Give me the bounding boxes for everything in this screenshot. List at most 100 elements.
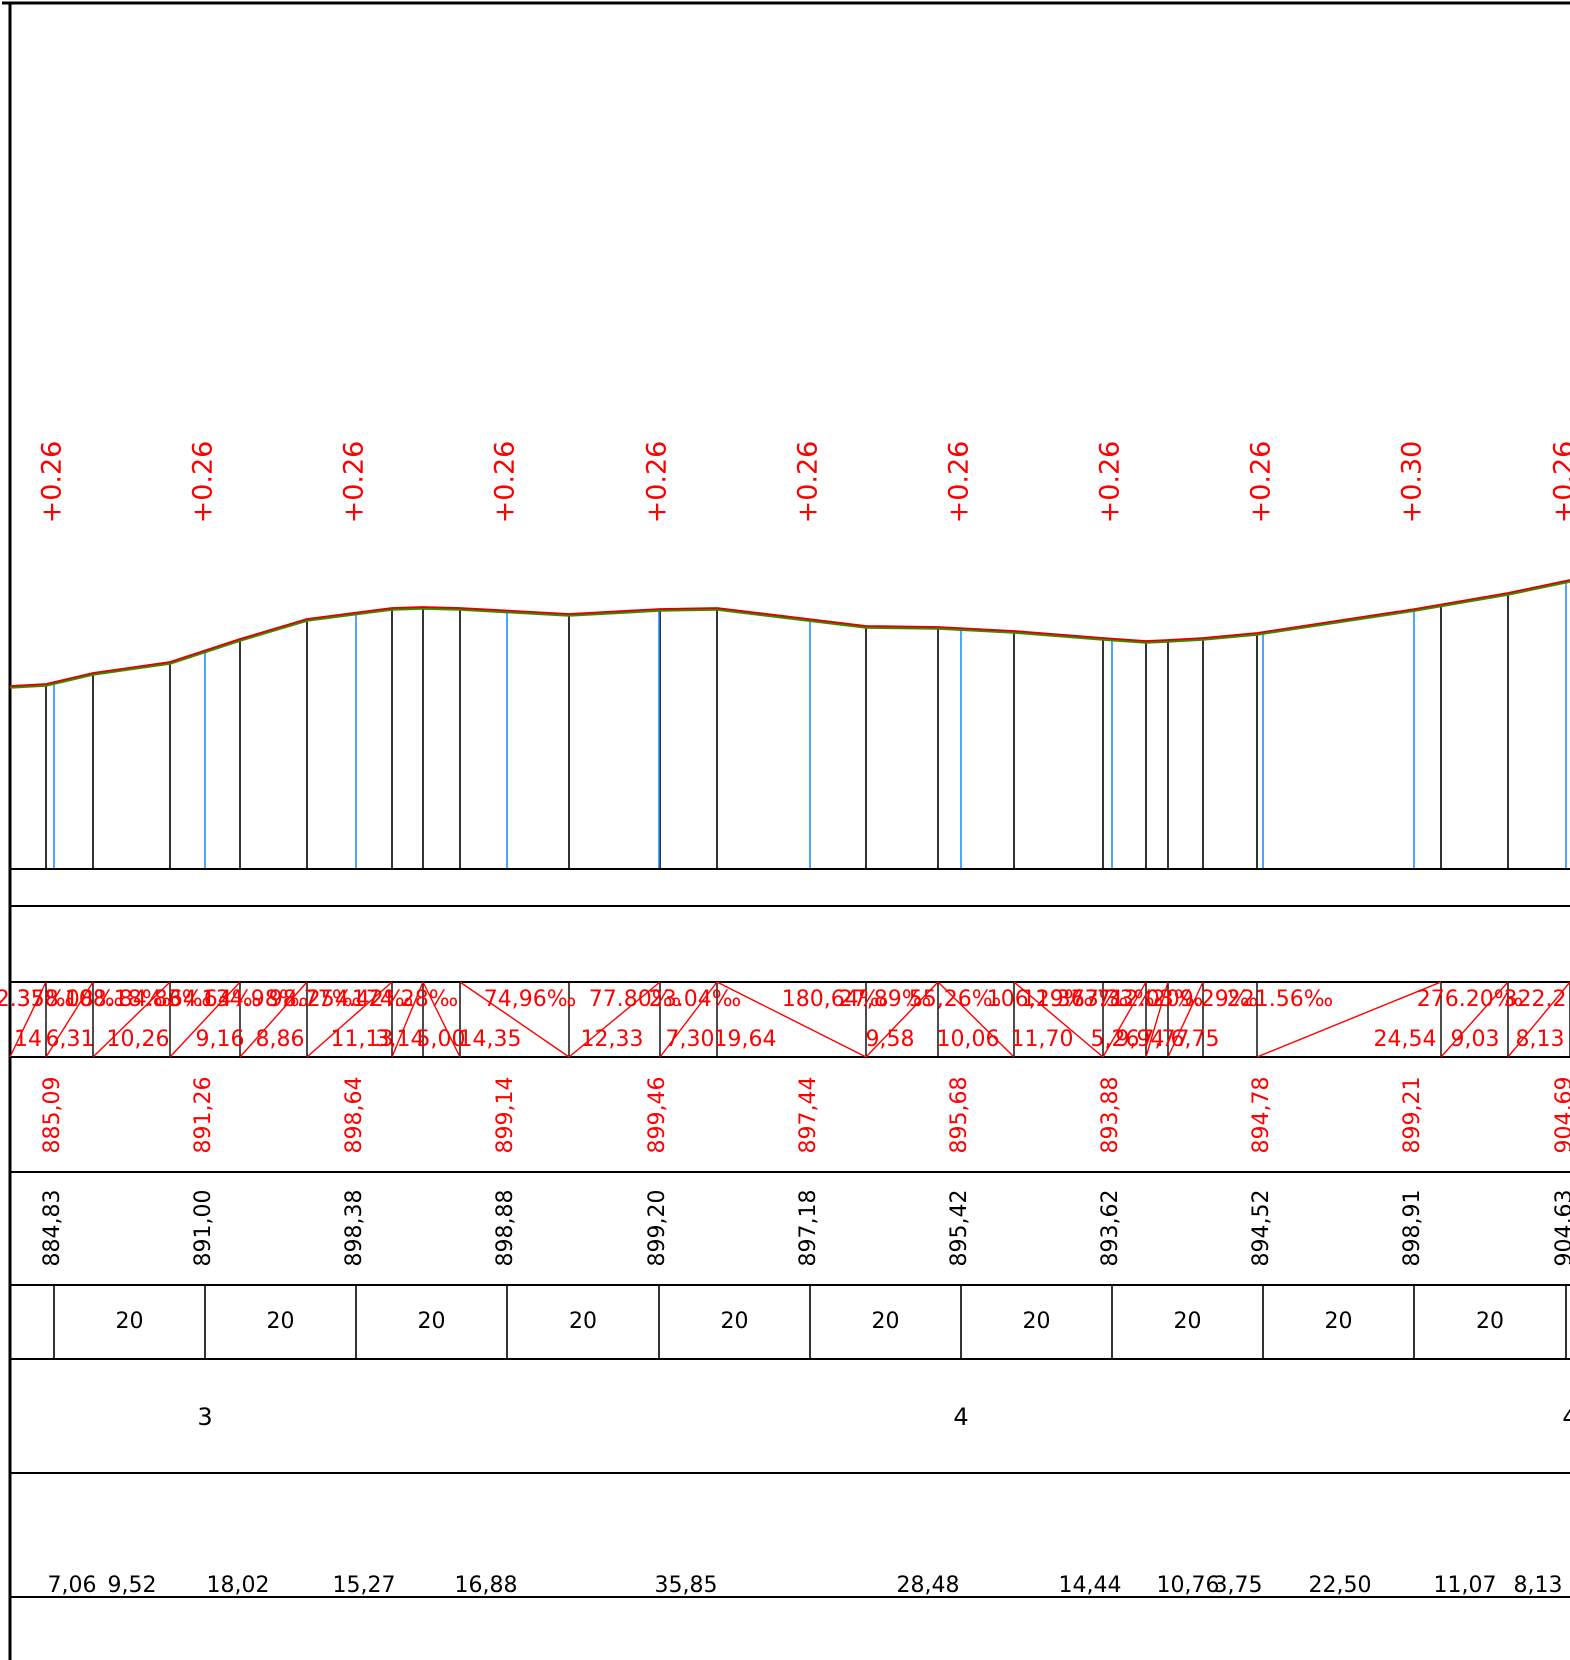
slope-percent-label: 322.2 (1504, 987, 1567, 1012)
ground-profile-shadow (9, 580, 1570, 689)
ground-elevation: 895,42 (947, 1190, 972, 1267)
slope-direction-line (1256, 981, 1442, 1058)
chainage-label: 4 (953, 1403, 968, 1431)
slope-direction-line (169, 981, 241, 1058)
slope-length-label: 24,54 (1374, 1027, 1437, 1052)
slope-length-label: 9,03 (1451, 1027, 1500, 1052)
design-elevation: 885,09 (40, 1077, 65, 1154)
slope-length-label: 8,86 (256, 1027, 305, 1052)
slope-percent-label: 98.77‰ (269, 987, 362, 1012)
ground-elevation-row: 884,83 891,00 898,38 898,88 899,20 897,18 895,… (40, 1190, 1570, 1267)
ground-elevation: 897,18 (796, 1190, 821, 1267)
slope-length-label: 14,35 (459, 1027, 522, 1052)
slope-percent-label: 712.03‰ (1097, 987, 1204, 1012)
offset-label: +0.26 (793, 441, 824, 524)
interval-length: 20 (872, 1309, 900, 1334)
section-length-row: 7,06 9,52 18,02 15,27 16,88 35,85 28,48 14,44 10… (48, 1573, 1563, 1598)
table-band-lines (10, 868, 1570, 1598)
slope-length-label: 6,75 (1171, 1027, 1220, 1052)
slope-length-label: 19,64 (714, 1027, 777, 1052)
interval-length: 20 (569, 1309, 597, 1334)
design-elevation: 891,26 (191, 1077, 216, 1154)
slope-direction-line (422, 981, 461, 1058)
slope-length-label: 11,13 (331, 1027, 394, 1052)
slope-direction-line (92, 981, 171, 1058)
section-length: 10,76 (1157, 1573, 1220, 1598)
slope-percent-label: 106,19‰ (987, 987, 1094, 1012)
profile-vertical-lines (45, 593, 1509, 869)
slope-percent-label: 108.18‰ (65, 987, 172, 1012)
ground-profile (9, 579, 1570, 689)
offset-label: +0.26 (188, 441, 219, 524)
chainage-label: 3 (197, 1403, 212, 1431)
section-length: 22,50 (1309, 1573, 1372, 1598)
slope-percent-label: 129.73‰ (1022, 987, 1129, 1012)
slope-direction-line (1440, 981, 1509, 1058)
slope-percent-label: 27,89‰ (839, 987, 932, 1012)
section-length: 15,27 (333, 1573, 396, 1598)
slope-percent-label: 254.42‰ (307, 987, 414, 1012)
slope-percent-label: 23.04‰ (649, 987, 742, 1012)
section-length: 11,07 (1434, 1573, 1497, 1598)
section-length: 3,75 (1214, 1573, 1263, 1598)
ground-elevation: 884,83 (40, 1190, 65, 1267)
slope-length-label: 7,30 (666, 1027, 715, 1052)
interval-length: 20 (267, 1309, 295, 1334)
slope-length-label: 5,00 (417, 1027, 466, 1052)
slope-direction-line (1507, 981, 1570, 1058)
slope-direction-line (391, 981, 424, 1058)
slope-percent-labels: 92.37‰358.08‰108.18‰84.83‰64.64‰134.98‰9… (0, 987, 1566, 1012)
design-elevation: 894,78 (1249, 1077, 1274, 1154)
slope-percent-label: 221.56‰ (1227, 987, 1334, 1012)
slope-percent-label: 134.98‰ (202, 987, 309, 1012)
offset-label: +0.26 (944, 441, 975, 524)
slope-direction-line (239, 981, 308, 1058)
slope-length-label: 9,94 (1116, 1027, 1165, 1052)
slope-length-label: 3,14 (376, 1027, 425, 1052)
section-length: 28,48 (897, 1573, 960, 1598)
ground-profile-line (9, 579, 1570, 687)
slope-band-lines (9, 981, 1570, 1058)
interval-length: 20 (1476, 1309, 1504, 1334)
slope-direction-line (1102, 981, 1147, 1058)
slope-percent-label: 92.37‰ (0, 987, 74, 1012)
slope-percent-label: 55,26‰ (909, 987, 1002, 1012)
offset-label: +0.26 (1549, 441, 1570, 524)
slope-percent-label: 180,64‰ (782, 987, 889, 1012)
ground-elevation: 893,62 (1098, 1190, 1123, 1267)
design-elevation: 893,88 (1098, 1077, 1123, 1154)
interval-length-row: 20 20 20 20 20 20 20 20 20 20 (53, 1285, 1567, 1359)
section-length: 7,06 (48, 1573, 97, 1598)
interval-length: 20 (116, 1309, 144, 1334)
slope-percent-label: 74,96‰ (484, 987, 577, 1012)
chainage-row: 3 4 4 (197, 1403, 1570, 1431)
station-lines (53, 580, 1567, 869)
ground-elevation: 894,52 (1249, 1190, 1274, 1267)
interval-length: 20 (1325, 1309, 1353, 1334)
offset-label: +0.26 (339, 441, 370, 524)
slope-percent-label: 77.80‰ (589, 987, 682, 1012)
slope-direction-line (9, 981, 47, 1058)
slope-direction-line (1013, 981, 1104, 1058)
slope-length-label: 7,77 (1141, 1027, 1190, 1052)
section-length: 14,44 (1059, 1573, 1122, 1598)
slope-percent-label: 174.28‰ (352, 987, 459, 1012)
slope-length-label: 9,58 (866, 1027, 915, 1052)
slope-direction-line (659, 981, 718, 1058)
slope-direction-line (1167, 981, 1204, 1058)
section-length: 8,13 (1514, 1573, 1563, 1598)
offset-label: +0.30 (1397, 441, 1428, 524)
slope-direction-line (568, 981, 661, 1058)
section-length: 9,52 (108, 1573, 157, 1598)
slope-length-label: 11,70 (1011, 1027, 1074, 1052)
design-elevation: 899,14 (493, 1077, 518, 1154)
slope-direction-line (865, 981, 939, 1058)
offset-labels: +0.26 +0.26 +0.26 +0.26 +0.26 +0.26 +0.26 +0.26… (37, 441, 1570, 524)
ground-elevation: 898,38 (342, 1190, 367, 1267)
ground-elevation: 904,63 (1552, 1190, 1570, 1267)
design-elevation: 904,69 (1552, 1077, 1570, 1154)
ground-elevation: 899,20 (645, 1190, 670, 1267)
section-length: 18,02 (207, 1573, 270, 1598)
